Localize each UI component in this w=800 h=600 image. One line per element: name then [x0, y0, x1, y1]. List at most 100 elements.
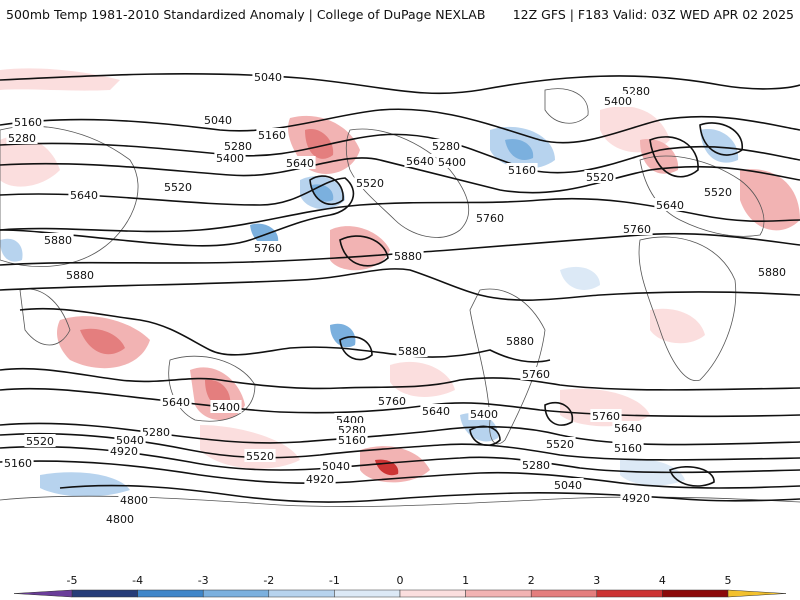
colorbar-swatch [662, 589, 729, 598]
coastline-asia [0, 125, 139, 267]
contour-label-halo [602, 94, 634, 107]
contour-label-halo [140, 425, 172, 438]
contour-label-halo [590, 409, 622, 422]
contour-label-text: 5880 [506, 335, 534, 348]
contour-label: 5160 [2, 456, 34, 470]
contour-label: 5520 [354, 176, 386, 190]
contour-label: 5520 [24, 434, 56, 448]
anomaly-shading [0, 68, 800, 497]
contour-label-halo [68, 188, 100, 201]
contour-label-text: 5520 [246, 450, 274, 463]
colorbar-swatch [334, 589, 401, 598]
contour-label: 5640 [160, 395, 192, 409]
contour-label-text: 5520 [164, 181, 192, 194]
contour-line [0, 445, 800, 474]
contour-label-text: 5160 [14, 116, 42, 129]
contour-label-halo [334, 413, 366, 426]
contour-label-text: 5880 [44, 234, 72, 247]
contour-label: 4800 [118, 493, 150, 507]
contour-label-halo [436, 155, 468, 168]
colorbar-tick-label: -5 [67, 574, 78, 587]
contour-line [0, 197, 800, 233]
anomaly-warm-region [305, 129, 334, 159]
contour-label-halo [376, 394, 408, 407]
contour-label-halo [304, 472, 336, 485]
contour-label-halo [702, 185, 734, 198]
contour-label: 5880 [504, 334, 536, 348]
anomaly-warm-region [0, 136, 60, 187]
contour-label-halo [336, 423, 368, 436]
anomaly-warm-region [80, 328, 125, 355]
colorbar-ticks: -5 -4 -3 -2 -1 0 1 2 3 4 5 [67, 574, 732, 587]
contour-label-text: 5880 [394, 250, 422, 263]
contour-label-halo [2, 456, 34, 469]
colorbar-tick-label: -2 [263, 574, 274, 587]
contour-label-halo [160, 395, 192, 408]
contour-label: 5040 [252, 70, 284, 84]
colorbar-max-extension [727, 589, 787, 598]
colorbar-tick-label: 2 [528, 574, 535, 587]
contour-label: 5520 [244, 449, 276, 463]
contour-line [59, 484, 800, 503]
contour-label-halo [430, 139, 462, 152]
contour-label-text: 5880 [758, 266, 786, 279]
contour-label-text: 5160 [614, 442, 642, 455]
contour-label-text: 5640 [162, 396, 190, 409]
colorbar-tick-label: -1 [329, 574, 340, 587]
contour-label-text: 5280 [432, 140, 460, 153]
contour-label: 5280 [520, 458, 552, 472]
contour-line [0, 108, 800, 144]
colorbar-swatch [465, 589, 532, 598]
contour-label: 5640 [404, 154, 436, 168]
contour-label-halo [210, 400, 242, 413]
contour-label-text: 5760 [592, 410, 620, 423]
contour-label-halo [12, 115, 44, 128]
contour-label-text: 5760 [254, 242, 282, 255]
contour-label: 5280 [6, 131, 38, 145]
contour-label-text: 5160 [4, 457, 32, 470]
contour-label: 5640 [284, 156, 316, 170]
colorbar-min-extension [13, 589, 73, 598]
colorbar-swatch [399, 589, 466, 598]
contour-label: 5520 [584, 170, 616, 184]
contour-label-text: 5880 [66, 269, 94, 282]
anomaly-cold-region [40, 472, 130, 497]
colorbar-tick-label: 3 [593, 574, 600, 587]
contour-label-halo [256, 128, 288, 141]
anomaly-warm-region [0, 68, 120, 91]
contour-label: 5280 [430, 139, 462, 153]
contour-label-halo [756, 265, 788, 278]
contour-label-text: 5520 [356, 177, 384, 190]
contour-label-text: 5880 [398, 345, 426, 358]
contour-line [544, 401, 574, 426]
contour-line [0, 460, 800, 489]
contour-label-text: 5520 [704, 186, 732, 199]
contour-label-halo [620, 491, 652, 504]
contour-label: 5040 [114, 433, 146, 447]
contour-label-text: 5640 [422, 405, 450, 418]
colorbar-tick-label: -3 [198, 574, 209, 587]
contour-label: 5760 [474, 211, 506, 225]
contour-label-text: 5040 [116, 434, 144, 447]
contour-label: 4920 [108, 444, 140, 458]
contour-label: 5040 [320, 459, 352, 473]
contour-label-halo [396, 344, 428, 357]
contour-label-halo [612, 421, 644, 434]
contour-label-halo [104, 512, 136, 525]
anomaly-warm-region [390, 361, 455, 397]
contour-line [0, 268, 800, 301]
contour-label-halo [504, 334, 536, 347]
contour-label: 5400 [214, 151, 246, 165]
anomaly-cold-region [0, 238, 23, 262]
contour-line [699, 122, 743, 156]
map-title: 500mb Temp 1981-2010 Standardized Anomal… [6, 7, 486, 22]
header: 500mb Temp 1981-2010 Standardized Anomal… [0, 0, 800, 30]
contour-label-text: 5640 [286, 157, 314, 170]
contour-line [0, 232, 800, 266]
run-info: 12Z GFS | F183 Valid: 03Z WED APR 02 202… [512, 7, 794, 22]
colorbar-tick-label: 1 [462, 574, 469, 587]
contour-label: 5760 [252, 241, 284, 255]
contour-label: 5160 [506, 163, 538, 177]
contour-label-text: 5520 [586, 171, 614, 184]
colorbar-tick-label: -4 [132, 574, 143, 587]
